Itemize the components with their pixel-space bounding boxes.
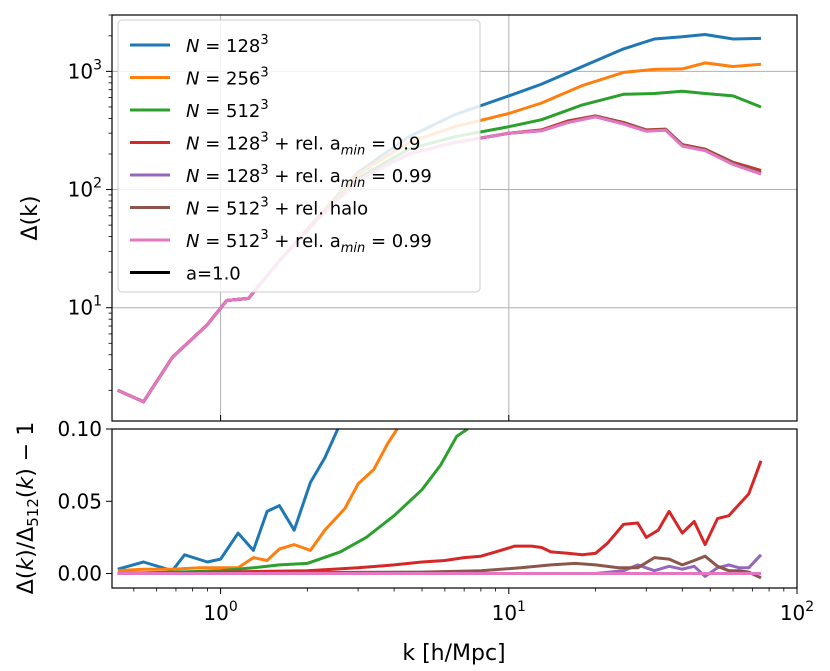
legend-label-n-1283-rel-a-min-0-9: N = 1283 + rel. amin = 0.9 xyxy=(186,131,420,159)
legend-box xyxy=(117,19,481,293)
legend-label-a-1-0: a=1.0 xyxy=(186,264,241,285)
legend-label-n-1283: N = 1283 xyxy=(186,33,269,57)
bottom-y-tick-label: 0.10 xyxy=(57,417,102,441)
bottom-series-group xyxy=(117,429,763,580)
bottom-x-tick-label: 102 xyxy=(780,599,814,625)
top-series-n-5123-rel-a-min-0-99 xyxy=(117,115,762,404)
bottom-ticks: 100 101 102 0.00 0.05 0.10 xyxy=(57,417,814,625)
bottom-panel: 100 101 102 0.00 0.05 0.10 Δ(k)/Δ512(k) − 1 k… xyxy=(14,417,814,666)
bottom-x-tick-label: 100 xyxy=(203,599,237,625)
legend-label-n-2563: N = 2563 xyxy=(186,66,269,90)
legend: N = 1283 N = 2563 N = 5123 N = 1283 + rel. … xyxy=(117,19,481,293)
x-axis-label: k [h/Mpc] xyxy=(402,641,505,666)
bottom-series-n-5123-rel-halo xyxy=(117,554,762,580)
bottom-series-n-2563 xyxy=(117,429,399,573)
top-y-axis-label: Δ(k) xyxy=(18,196,43,241)
bottom-y-tick-label: 0.05 xyxy=(57,489,102,513)
legend-label-n-5123-rel-a-min-0-99: N = 5123 + rel. amin = 0.99 xyxy=(186,228,432,256)
bottom-plot-background xyxy=(112,429,797,588)
bottom-x-tick-label: 101 xyxy=(492,599,526,625)
legend-label-n-5123-rel-halo: N = 5123 + rel. halo xyxy=(186,196,368,220)
legend-label-n-1283-rel-a-min-0-99: N = 1283 + rel. amin = 0.99 xyxy=(186,163,432,191)
bottom-axes-frame xyxy=(111,428,798,589)
top-y-tick-label: 101 xyxy=(68,294,102,320)
top-y-tick-label: 103 xyxy=(68,57,102,83)
bottom-y-tick-label: 0.00 xyxy=(57,562,102,586)
top-ticks: 101 102 103 xyxy=(68,14,510,421)
bottom-y-axis-label: Δ(k)/Δ512(k) − 1 xyxy=(14,422,42,594)
bottom-series-n-1283-rel-a-min-0-9 xyxy=(117,460,763,575)
top-axes-frame xyxy=(111,14,798,422)
top-y-tick-label: 102 xyxy=(68,176,102,202)
legend-label-n-5123: N = 5123 xyxy=(186,98,269,122)
